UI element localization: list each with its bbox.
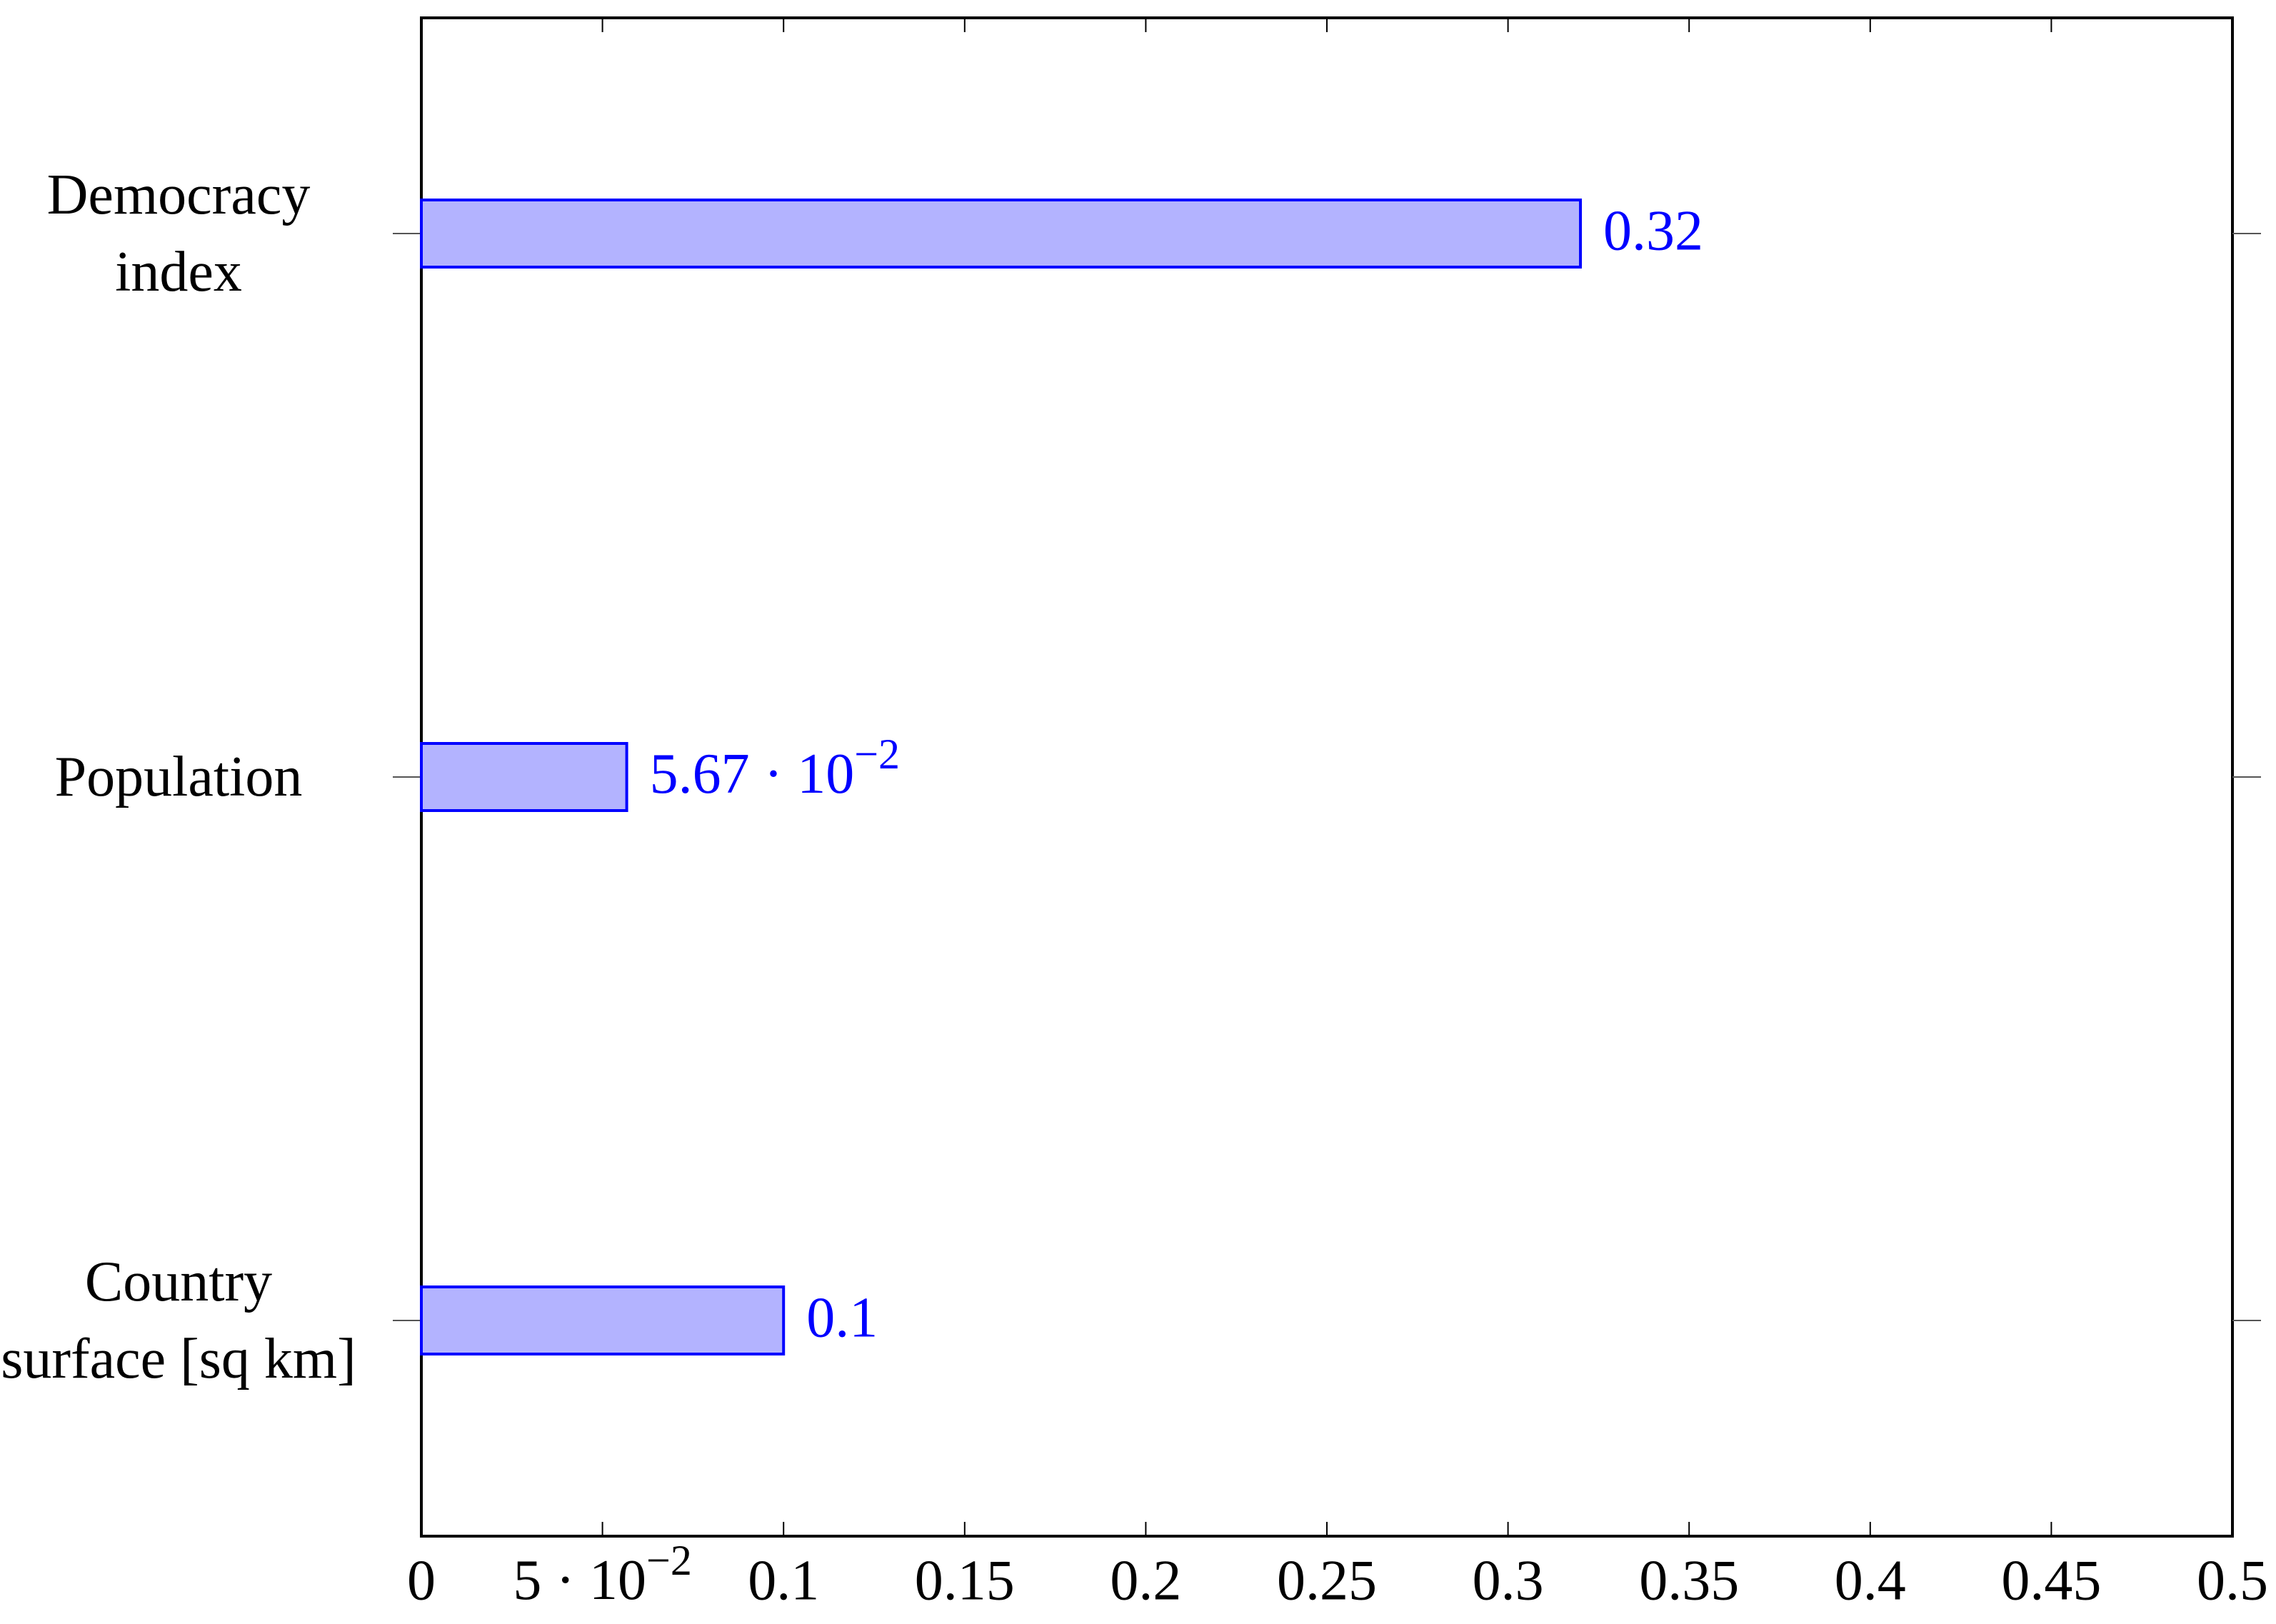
x-tick-label: 0.3 — [1473, 1549, 1544, 1612]
value-label: 0.32 — [1603, 199, 1703, 262]
x-tick-label: 0.45 — [2001, 1549, 2101, 1612]
x-tick-label: 0.2 — [1110, 1549, 1181, 1612]
y-tick-label: Country surface [sq km] — [1, 1250, 356, 1390]
x-tick-label: 0 — [407, 1549, 436, 1612]
x-tick-label: 0.15 — [915, 1549, 1015, 1612]
bar — [420, 199, 1583, 269]
x-tick-label: 0.25 — [1277, 1549, 1377, 1612]
bar — [420, 1285, 786, 1355]
x-tick-label: 0.35 — [1639, 1549, 1739, 1612]
value-label: 0.1 — [806, 1286, 878, 1349]
value-label: 5.67 · 10−2 — [650, 731, 900, 806]
bar — [420, 742, 628, 812]
y-tick-label: Democracy index — [46, 164, 311, 304]
x-tick-label: 0.4 — [1835, 1549, 1906, 1612]
y-tick-label: Population — [54, 746, 303, 808]
x-tick-label: 0.1 — [748, 1549, 819, 1612]
x-tick-label: 0.5 — [2197, 1549, 2268, 1612]
x-tick-label: 5 · 10−2 — [513, 1537, 691, 1613]
